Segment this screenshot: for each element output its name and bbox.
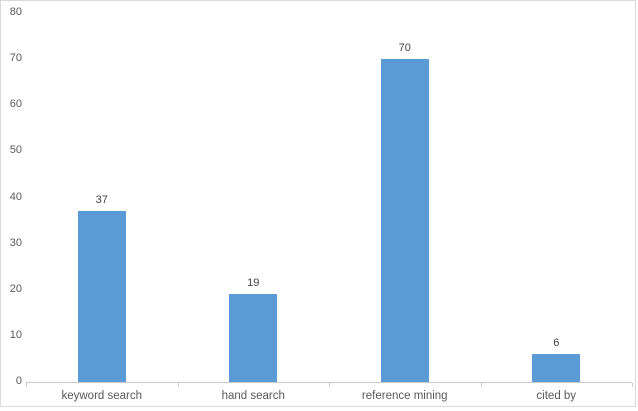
data-label-reference-mining: 70 [398, 42, 411, 55]
data-label-hand-search: 19 [247, 277, 260, 290]
y-axis-tick-label-10: 10 [9, 328, 22, 341]
x-axis-label-hand-search: hand search [221, 390, 285, 402]
y-axis-tick-label-40: 40 [9, 190, 22, 203]
x-axis-tick-mark [26, 383, 27, 387]
bar-reference-mining [380, 59, 429, 382]
y-axis-tick-label-30: 30 [9, 236, 22, 249]
y-axis-tick-label-50: 50 [9, 144, 22, 157]
y-axis-tick-label-0: 0 [15, 375, 22, 387]
x-axis-label-cited-by: cited by [536, 390, 577, 402]
y-axis-tick-label-70: 70 [9, 52, 22, 65]
bar-cited-by [532, 354, 581, 382]
y-axis-tick-label-20: 20 [9, 282, 22, 295]
x-axis-tick-mark [177, 383, 179, 387]
bar-hand-search [229, 294, 278, 382]
y-axis-tick-label-80: 80 [9, 6, 22, 18]
data-label-keyword-search: 37 [95, 194, 108, 207]
x-axis-tick-mark [632, 383, 633, 387]
x-axis-tick-mark [480, 383, 482, 387]
bar-keyword-search [77, 211, 126, 382]
x-axis-tick-mark [329, 383, 330, 387]
data-label-cited-by: 6 [553, 337, 560, 350]
x-axis-label-keyword-search: keyword search [61, 390, 143, 402]
y-axis-tick-label-60: 60 [9, 98, 22, 111]
x-axis-line [26, 382, 632, 383]
x-axis-label-reference-mining: reference mining [361, 390, 448, 402]
